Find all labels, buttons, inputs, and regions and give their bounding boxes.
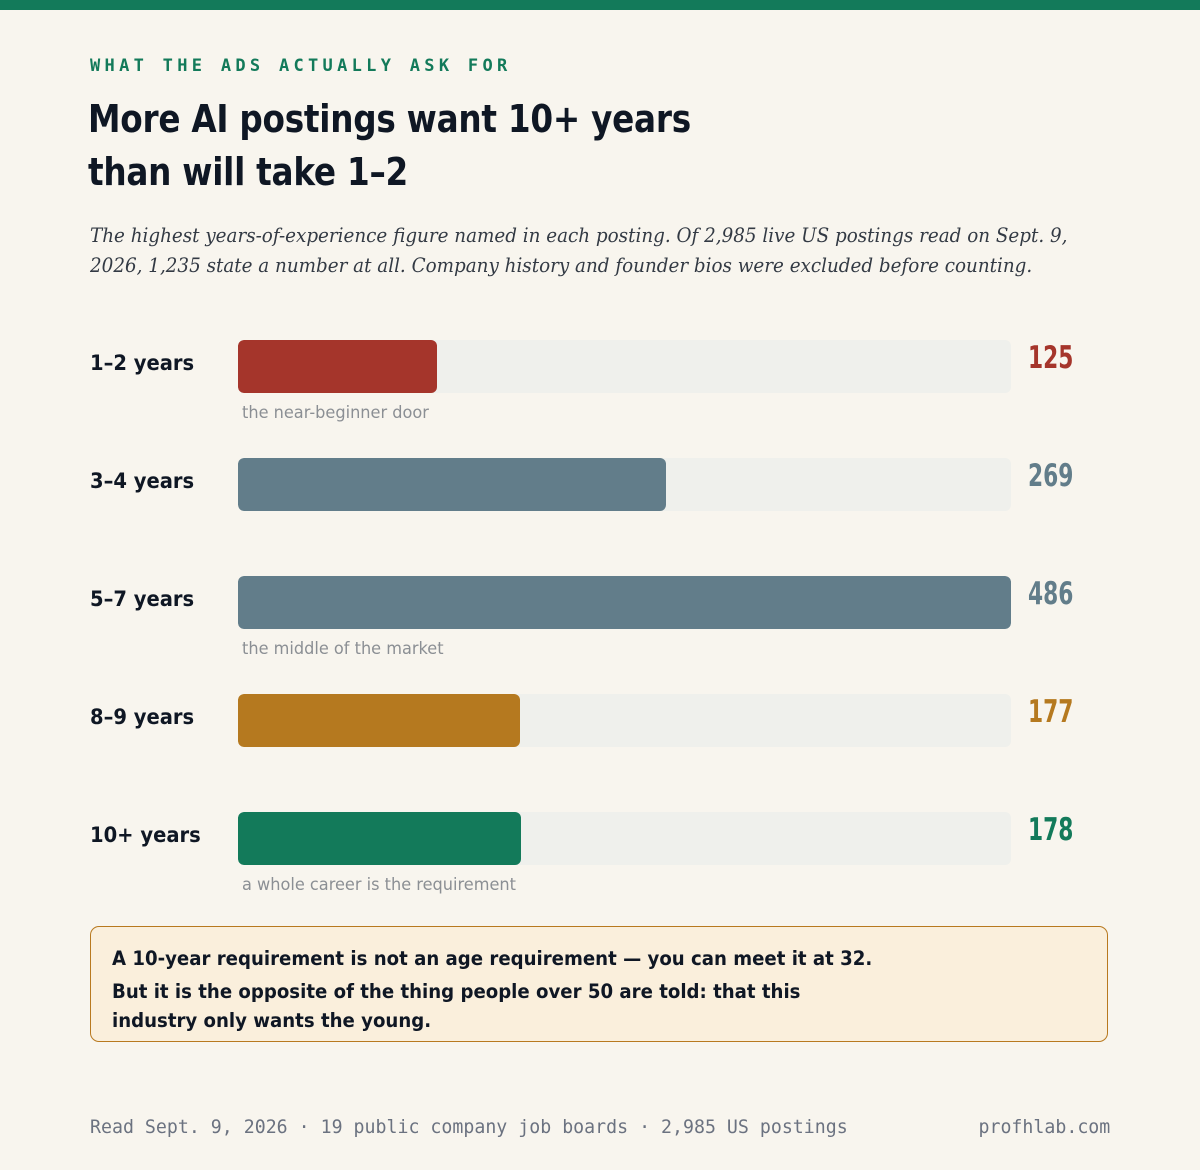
category-label: 8–9 years (90, 705, 195, 729)
bar-annotation: the near-beginner door (242, 403, 429, 423)
value-label: 486 (1028, 576, 1074, 612)
bar-track (238, 694, 1011, 747)
callout-box: A 10-year requirement is not an age requ… (90, 926, 1108, 1042)
kicker: WHAT THE ADS ACTUALLY ASK FOR (90, 56, 512, 76)
value-label: 125 (1028, 340, 1074, 376)
footer-site-link[interactable]: profhlab.com (978, 1116, 1110, 1138)
bar-annotation: the middle of the market (242, 639, 444, 659)
bar-track (238, 812, 1011, 865)
bar (238, 694, 520, 747)
bar (238, 458, 666, 511)
callout-line-1: A 10-year requirement is not an age requ… (112, 947, 873, 970)
category-label: 3–4 years (90, 469, 195, 493)
category-label: 10+ years (90, 823, 201, 847)
footer-source: Read Sept. 9, 2026 · 19 public company j… (90, 1116, 848, 1138)
bar (238, 812, 522, 865)
value-label: 269 (1028, 458, 1074, 494)
top-accent-rule (0, 0, 1200, 10)
bar-track (238, 576, 1011, 629)
bar (238, 340, 437, 393)
bar-track (238, 458, 1011, 511)
value-label: 177 (1028, 694, 1074, 730)
chart-title: More AI postings want 10+ years than wil… (88, 93, 691, 199)
bar-track (238, 340, 1011, 393)
chart-title-line-2: than will take 1–2 (88, 150, 409, 194)
value-label: 178 (1028, 812, 1074, 848)
category-label: 5–7 years (90, 587, 195, 611)
bar (238, 576, 1011, 629)
chart-subtitle: The highest years-of-experience figure n… (90, 224, 1068, 277)
category-label: 1–2 years (90, 351, 195, 375)
callout-line-2: But it is the opposite of the thing peop… (112, 980, 801, 1032)
chart-title-line-1: More AI postings want 10+ years (88, 97, 691, 141)
bar-annotation: a whole career is the requirement (242, 875, 516, 895)
